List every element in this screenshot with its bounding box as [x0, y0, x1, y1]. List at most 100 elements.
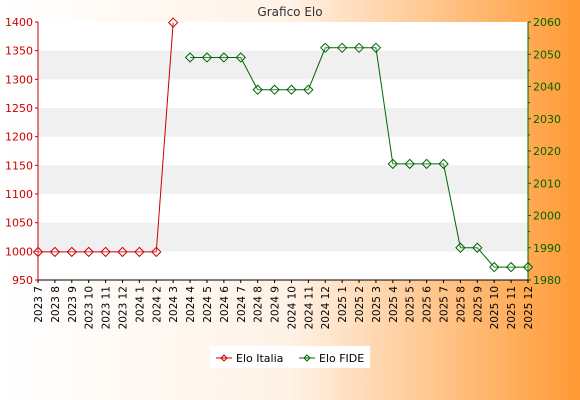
data-point-elo-fide — [522, 261, 534, 273]
x-tick-label: 2023 10 — [84, 286, 96, 329]
x-tick-label: 2025 2 — [354, 286, 366, 323]
data-point-elo-fide — [303, 84, 314, 95]
right-tick-label: 2000 — [533, 210, 561, 223]
legend-box — [210, 346, 370, 368]
x-tick-label: 2024 3 — [168, 286, 180, 323]
right-tick-label: 2020 — [533, 145, 561, 158]
data-point-elo-fide — [370, 42, 382, 54]
grid-band — [38, 165, 528, 194]
x-tick-label: 2024 10 — [286, 286, 298, 329]
x-tick-label: 2025 11 — [506, 286, 518, 329]
left-tick-label: 1000 — [5, 245, 33, 258]
data-point-elo-fide — [472, 242, 483, 253]
data-point-elo-fide — [438, 158, 449, 170]
data-point-elo-italia — [134, 246, 145, 258]
data-point-elo-fide — [505, 261, 517, 273]
grid-band — [38, 50, 528, 80]
data-point-elo-italia — [151, 246, 162, 258]
x-tick-label: 2024 1 — [134, 286, 146, 323]
legend-marker-elo-fide — [303, 354, 311, 362]
x-tick-label: 2024 2 — [151, 286, 163, 323]
right-tick-label: 2030 — [533, 113, 561, 126]
x-tick-label: 2023 12 — [117, 286, 129, 329]
legend-label-elo-italia: Elo Italia — [236, 352, 283, 365]
grid-band — [38, 108, 528, 137]
right-axis: 1980 1990 2000 2010 2020 2030 2040 2050 2060 — [527, 16, 561, 287]
series-layer — [32, 17, 534, 273]
x-tick-label: 2025 1 — [337, 286, 349, 323]
left-tick-label: 1300 — [5, 73, 33, 86]
x-tick-label: 2025 3 — [371, 286, 383, 323]
data-point-elo-fide — [455, 242, 466, 253]
x-tick-label: 2024 5 — [202, 286, 214, 323]
right-tick-label: 1980 — [533, 274, 561, 287]
x-tick-label: 2025 10 — [489, 286, 501, 329]
legend-label-elo-fide: Elo FIDE — [319, 352, 364, 365]
x-tick-label: 2025 6 — [422, 286, 434, 323]
x-tick-label: 2023 7 — [33, 286, 45, 323]
data-point-elo-italia — [32, 246, 44, 258]
legend: Elo Italia Elo FIDE — [210, 346, 370, 368]
x-tick-label: 2025 4 — [388, 286, 400, 323]
x-tick-label: 2025 12 — [523, 286, 535, 329]
series-line-elo-fide — [190, 47, 528, 268]
left-tick-label: 1150 — [5, 159, 33, 172]
x-tick-label: 2024 4 — [185, 286, 197, 323]
x-tick-label: 2025 7 — [439, 286, 451, 323]
data-point-elo-italia — [49, 246, 61, 258]
data-point-elo-fide — [421, 158, 432, 170]
x-tick-label: 2025 5 — [405, 286, 417, 323]
x-tick-label: 2025 9 — [472, 286, 484, 323]
data-point-elo-fide — [218, 52, 230, 63]
x-tick-label: 2024 12 — [320, 286, 332, 329]
right-tick-label: 2050 — [533, 48, 561, 61]
left-tick-label: 1250 — [5, 102, 33, 115]
data-point-elo-fide — [320, 42, 331, 54]
x-tick-label: 2023 9 — [67, 286, 79, 323]
x-tick-label: 2024 7 — [236, 286, 248, 323]
data-point-elo-italia — [167, 17, 179, 28]
data-point-elo-fide — [235, 52, 246, 63]
right-tick-label: 2060 — [533, 16, 561, 29]
x-tick-label: 2024 8 — [253, 286, 265, 323]
series-line-elo-italia — [38, 22, 174, 253]
x-tick-label: 2024 6 — [219, 286, 231, 323]
right-tick-label: 2010 — [533, 177, 561, 190]
right-tick-label: 2040 — [533, 81, 561, 94]
x-axis: 2023 7 2023 8 2023 9 2023 10 2023 11 2023 12 2… — [33, 279, 535, 329]
left-tick-label: 950 — [12, 274, 33, 287]
grid-band — [38, 222, 528, 252]
left-tick-label: 1100 — [5, 188, 33, 201]
data-point-elo-italia — [117, 246, 128, 258]
left-axis: 950 1000 1050 1100 1150 1200 1250 1300 1350 1400 — [5, 16, 39, 287]
data-point-elo-fide — [387, 158, 399, 170]
data-point-elo-fide — [184, 52, 196, 63]
x-tick-label: 2023 8 — [50, 286, 62, 323]
data-point-elo-fide — [201, 52, 213, 63]
data-point-elo-fide — [286, 84, 297, 95]
data-point-elo-italia — [83, 246, 94, 258]
grid-bands — [38, 50, 528, 252]
left-tick-label: 1350 — [5, 45, 33, 58]
left-tick-label: 1200 — [5, 131, 33, 144]
left-tick-label: 1400 — [5, 16, 33, 29]
data-point-elo-italia — [66, 246, 78, 258]
data-point-elo-italia — [100, 246, 111, 258]
data-point-elo-fide — [353, 42, 365, 54]
data-point-elo-fide — [404, 158, 415, 170]
data-point-elo-fide — [336, 42, 348, 54]
data-point-elo-fide — [488, 261, 500, 273]
series-elo-italia — [32, 17, 179, 258]
right-tick-label: 1990 — [533, 242, 561, 255]
chart-title: Grafico Elo — [257, 5, 322, 19]
x-tick-label: 2025 8 — [455, 286, 467, 323]
x-tick-label: 2023 11 — [101, 286, 113, 329]
x-tick-label: 2024 11 — [303, 286, 315, 329]
left-tick-label: 1050 — [5, 217, 33, 230]
legend-marker-elo-italia — [220, 354, 228, 362]
data-point-elo-fide — [252, 84, 263, 95]
data-point-elo-fide — [269, 84, 280, 95]
x-tick-label: 2024 9 — [270, 286, 282, 323]
